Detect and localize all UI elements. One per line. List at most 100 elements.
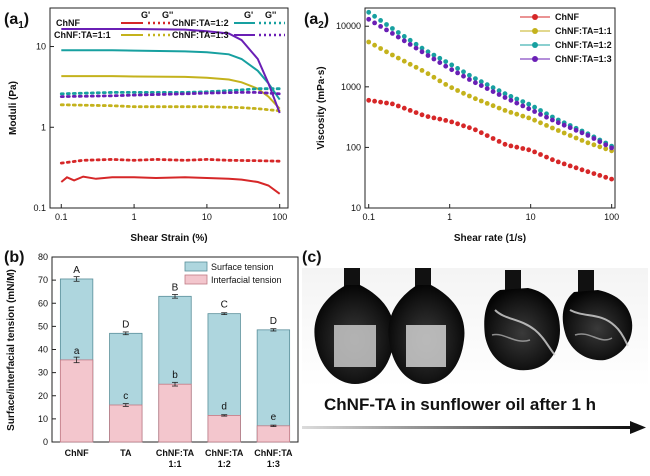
a2-point-2	[407, 37, 413, 43]
a2-point-2	[425, 49, 431, 55]
a1-series-line-7	[59, 91, 282, 98]
a2-point-1	[561, 130, 567, 136]
b-ylabel: Surface/interfacial tension (mN/M)	[6, 269, 17, 431]
a2-point-0	[467, 125, 472, 131]
a2-point-2	[496, 88, 502, 94]
a1-series	[59, 28, 282, 195]
b-category-label-4: ChNF:TA	[254, 448, 293, 458]
a2-point-0	[401, 105, 407, 111]
a2-point-2	[520, 99, 526, 104]
a2-point-0	[437, 116, 443, 122]
a2-point-3	[550, 117, 555, 123]
panel-label-a2: (a2)	[304, 11, 329, 31]
a2-point-1	[544, 123, 549, 128]
a2-point-2	[490, 85, 496, 91]
a2-point-3	[484, 86, 490, 91]
a2-point-1	[455, 88, 460, 93]
a1-xtick-label: 100	[272, 212, 287, 222]
a2-point-0	[520, 146, 526, 151]
a2-point-1	[597, 144, 603, 150]
a2-point-3	[561, 122, 567, 128]
b-legend-swatch-0	[184, 261, 208, 272]
a2-point-1	[449, 85, 455, 91]
a2-point-3	[579, 130, 585, 136]
a1-xtick-label: 10	[202, 212, 212, 222]
b-ytick-label: 50	[38, 321, 48, 331]
a1-series-line-6	[61, 28, 281, 114]
a2-point-1	[461, 90, 466, 96]
a2-point-2	[413, 41, 419, 47]
a1-ylabel: Moduli (Pa)	[8, 81, 19, 135]
a2-point-3	[538, 112, 543, 117]
a1-series-line-2	[61, 75, 281, 110]
a1-legend-label-12: ChNF:TA=1:2	[172, 18, 229, 28]
a2-point-1	[443, 82, 449, 87]
panel-c-photos: ChNF-TA in sunflower oil after 1 h	[302, 268, 648, 434]
a1-legend-label-13: ChNF:TA=1:3	[172, 30, 229, 40]
a2-xtick-label: 100	[604, 212, 619, 222]
a2-point-2	[384, 22, 389, 27]
a1-ytick-label: 10	[36, 42, 46, 52]
a2-point-3	[591, 136, 597, 141]
a2-point-0	[461, 123, 466, 129]
b-letter-surface-3: C	[221, 300, 228, 311]
a1-legend-gpp-header-2: G''	[265, 10, 276, 20]
a2-point-0	[425, 114, 431, 119]
b-category-label2-4: 1:3	[267, 459, 280, 469]
a2-point-3	[514, 100, 520, 106]
a2-point-2	[401, 34, 407, 39]
a2-point-1	[502, 108, 508, 113]
a2-point-2	[449, 62, 455, 68]
a2-point-0	[449, 119, 455, 125]
a2-legend-marker-0	[532, 14, 538, 20]
a2-point-1	[478, 98, 484, 104]
a2-point-3	[443, 63, 449, 69]
b-legend-label-1: Interfacial tension	[211, 275, 282, 285]
a2-point-0	[413, 110, 419, 115]
a2-point-3	[567, 125, 573, 131]
a2-point-0	[490, 136, 496, 141]
a2-point-1	[514, 111, 520, 117]
a2-point-0	[372, 98, 377, 104]
a2-point-1	[395, 55, 401, 61]
droplet-photo-3	[484, 270, 560, 371]
a2-point-2	[484, 82, 490, 88]
b-bar-interfacial-3	[207, 415, 241, 443]
a1-xlabel: Shear Strain (%)	[130, 233, 207, 244]
a2-point-1	[419, 68, 425, 73]
a1-legend-gpp-header-1: G''	[162, 10, 173, 20]
a1-series-line-3	[59, 103, 282, 113]
a2-point-3	[378, 24, 383, 29]
droplet-photo-1	[314, 268, 395, 384]
a2-point-0	[603, 174, 609, 180]
a2-point-3	[573, 127, 579, 133]
a2-point-1	[437, 78, 443, 84]
a1-xtick-label: 0.1	[55, 212, 68, 222]
a2-point-0	[609, 176, 614, 182]
a2-point-0	[419, 112, 425, 118]
b-bar-interfacial-2	[158, 383, 192, 443]
b-category-label-3: ChNF:TA	[205, 448, 244, 458]
a2-point-2	[431, 52, 437, 58]
a2-xlabel: Shear rate (1/s)	[454, 233, 526, 244]
a2-point-2	[532, 104, 537, 110]
a2-point-0	[544, 154, 549, 160]
a2-point-1	[384, 49, 389, 55]
b-letter-interfacial-0: a	[74, 346, 80, 357]
b-ytick-label: 70	[38, 275, 48, 285]
a2-point-2	[419, 45, 425, 51]
a2-point-0	[455, 121, 460, 127]
a2-point-1	[390, 52, 395, 58]
a2-point-1	[372, 42, 377, 48]
a2-legend-marker-1	[532, 28, 538, 34]
a1-series-line-0	[60, 175, 281, 195]
a2-point-0	[538, 152, 543, 157]
a2-point-0	[591, 171, 597, 177]
a2-point-0	[384, 100, 389, 106]
b-letter-surface-0: A	[73, 265, 80, 276]
a2-point-1	[591, 142, 597, 148]
panel-label-a1: (a1)	[4, 11, 29, 31]
a1-legend-gp-header-2: G'	[244, 10, 253, 20]
